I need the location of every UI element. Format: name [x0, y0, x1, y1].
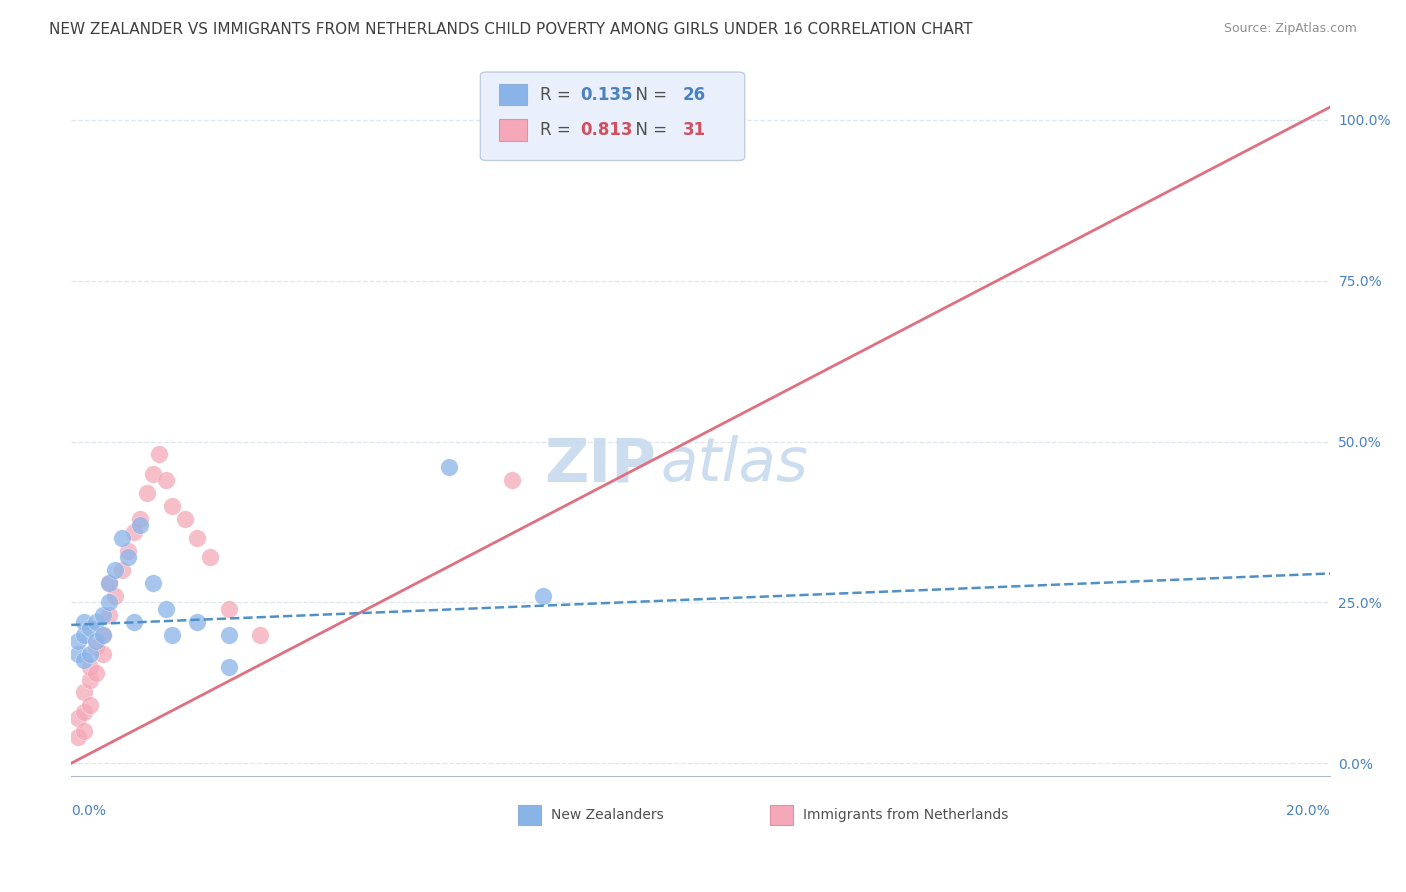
Point — [135, 486, 157, 500]
Text: R =: R = — [540, 121, 575, 139]
Point — [142, 467, 165, 481]
Point — [91, 608, 114, 623]
Point — [110, 531, 132, 545]
Point — [98, 576, 121, 591]
Point — [122, 615, 145, 629]
FancyBboxPatch shape — [519, 805, 541, 825]
Text: N =: N = — [626, 121, 672, 139]
Point — [110, 563, 132, 577]
Point — [148, 447, 170, 461]
Point — [104, 589, 127, 603]
Point — [98, 608, 121, 623]
Point — [122, 524, 145, 539]
Point — [66, 634, 89, 648]
Text: ZIP: ZIP — [544, 435, 657, 494]
Point — [91, 627, 114, 641]
Text: 31: 31 — [683, 121, 706, 139]
Point — [79, 647, 101, 661]
Point — [155, 602, 177, 616]
Point — [79, 698, 101, 713]
Point — [73, 653, 96, 667]
Point — [531, 113, 554, 128]
Text: Immigrants from Netherlands: Immigrants from Netherlands — [803, 808, 1008, 822]
Text: atlas: atlas — [661, 435, 808, 494]
Point — [129, 512, 152, 526]
Point — [104, 563, 127, 577]
Text: 20.0%: 20.0% — [1286, 805, 1330, 818]
FancyBboxPatch shape — [481, 72, 745, 161]
Point — [117, 550, 139, 565]
FancyBboxPatch shape — [499, 120, 527, 141]
Point — [501, 473, 523, 487]
Text: 0.0%: 0.0% — [72, 805, 107, 818]
Point — [186, 531, 208, 545]
Point — [249, 627, 271, 641]
FancyBboxPatch shape — [770, 805, 793, 825]
Point — [66, 731, 89, 745]
Text: 0.813: 0.813 — [579, 121, 633, 139]
Point — [142, 576, 165, 591]
Point — [160, 499, 183, 513]
Point — [86, 640, 108, 655]
FancyBboxPatch shape — [499, 84, 527, 105]
Point — [218, 602, 240, 616]
Point — [86, 666, 108, 681]
Point — [218, 659, 240, 673]
Point — [173, 512, 195, 526]
Point — [91, 647, 114, 661]
Point — [73, 685, 96, 699]
Point — [73, 724, 96, 739]
Point — [155, 473, 177, 487]
Point — [531, 589, 554, 603]
Text: New Zealanders: New Zealanders — [551, 808, 664, 822]
Point — [160, 627, 183, 641]
Point — [437, 460, 460, 475]
Text: N =: N = — [626, 86, 672, 103]
Text: NEW ZEALANDER VS IMMIGRANTS FROM NETHERLANDS CHILD POVERTY AMONG GIRLS UNDER 16 : NEW ZEALANDER VS IMMIGRANTS FROM NETHERL… — [49, 22, 973, 37]
Point — [79, 621, 101, 635]
Point — [66, 711, 89, 725]
Point — [198, 550, 221, 565]
Point — [98, 576, 121, 591]
Point — [129, 518, 152, 533]
Point — [218, 627, 240, 641]
Text: Source: ZipAtlas.com: Source: ZipAtlas.com — [1223, 22, 1357, 36]
Point — [79, 673, 101, 687]
Point — [73, 627, 96, 641]
Point — [86, 615, 108, 629]
Point — [73, 705, 96, 719]
Point — [91, 627, 114, 641]
Point — [98, 595, 121, 609]
Text: R =: R = — [540, 86, 575, 103]
Point — [86, 634, 108, 648]
Point — [186, 615, 208, 629]
Point — [66, 647, 89, 661]
Point — [117, 544, 139, 558]
Text: 26: 26 — [683, 86, 706, 103]
Point — [79, 659, 101, 673]
Point — [73, 615, 96, 629]
Text: 0.135: 0.135 — [579, 86, 633, 103]
